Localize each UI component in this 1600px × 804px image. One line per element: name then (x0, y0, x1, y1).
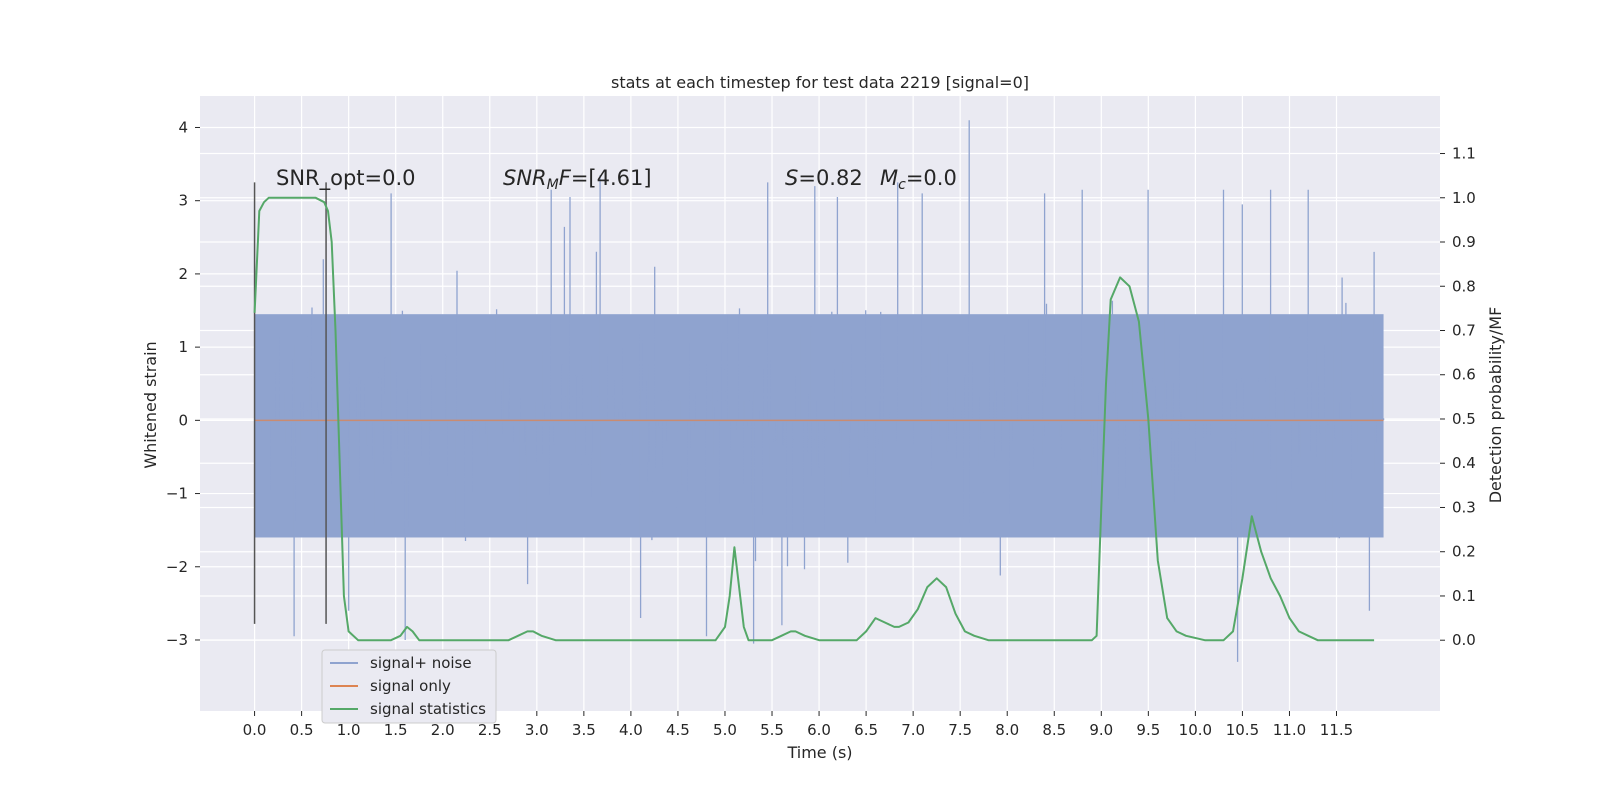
y-axis-label: Whitened strain (141, 341, 160, 468)
annotation-snr-opt: SNR_opt=0.0 (276, 166, 416, 191)
y-tick-label: 4 (178, 118, 188, 136)
x-tick-label: 6.0 (807, 721, 831, 739)
y-tick-label: 2 (178, 265, 188, 283)
signal-statistics-series (253, 196, 1375, 642)
y2-tick-label: 0.1 (1452, 587, 1476, 605)
y2-tick-label: 1.0 (1452, 189, 1476, 207)
annotation-mc: Mc=0.0 (880, 166, 957, 193)
x-tick-label: 8.0 (995, 721, 1019, 739)
y-tick-label: −3 (166, 631, 188, 649)
x-tick-label: 10.0 (1179, 721, 1212, 739)
x-axis-ticks: 0.0 0.5 1.0 1.5 2.0 2.5 3.0 3.5 4.0 4.5 5.0 5.5 6.0 6… (243, 711, 1353, 739)
annotation-mc-value: =0.0 (906, 166, 957, 190)
annotation-snr-mf-sub: M (547, 177, 559, 193)
y-tick-label: 3 (178, 192, 188, 210)
x-tick-label: 4.5 (666, 721, 690, 739)
y2-axis-ticks: 1.1 1.0 0.9 0.8 0.7 0.6 0.5 0.4 0.3 0.2 0.1 0.0 (1440, 145, 1476, 649)
y2-tick-label: 0.3 (1452, 498, 1476, 516)
annotation-s-var: S (785, 166, 798, 190)
annotation-s-value: =0.82 (798, 166, 862, 190)
x-tick-label: 9.0 (1089, 721, 1113, 739)
annotation-snr-mf: SNRMF=[4.61] (503, 166, 652, 193)
annotation-snr-mf-value: =[4.61] (571, 166, 652, 190)
y2-tick-label: 0.0 (1452, 631, 1476, 649)
y2-tick-label: 0.7 (1452, 321, 1476, 339)
x-tick-label: 5.5 (760, 721, 784, 739)
y2-tick-label: 1.1 (1452, 145, 1476, 163)
x-tick-label: 11.0 (1273, 721, 1306, 739)
y-tick-label: 1 (178, 338, 188, 356)
x-tick-label: 1.0 (337, 721, 361, 739)
legend: signal+ noise signal only signal statist… (321, 649, 497, 724)
y2-tick-label: 0.6 (1452, 366, 1476, 384)
signal-noise-series (254, 120, 1385, 662)
x-tick-label: 2.5 (478, 721, 502, 739)
x-tick-label: 2.0 (431, 721, 455, 739)
x-tick-label: 1.5 (384, 721, 408, 739)
x-tick-label: 7.0 (901, 721, 925, 739)
y2-tick-label: 0.2 (1452, 543, 1476, 561)
x-tick-label: 9.5 (1136, 721, 1160, 739)
y-tick-label: −2 (166, 558, 188, 576)
annotation-mc-base: M (880, 166, 898, 190)
x-tick-label: 4.0 (619, 721, 643, 739)
legend-label-signal-only: signal only (370, 677, 451, 695)
annotation-s: S=0.82 (785, 166, 863, 190)
legend-label-signal-noise: signal+ noise (370, 654, 472, 672)
y2-tick-label: 0.8 (1452, 277, 1476, 295)
x-tick-label: 10.5 (1226, 721, 1259, 739)
legend-box (321, 649, 497, 724)
y2-tick-label: 0.4 (1452, 454, 1476, 472)
y2-tick-label: 0.9 (1452, 233, 1476, 251)
annotation-mc-sub: c (898, 177, 906, 193)
y-axis-ticks: 4 3 2 1 0 −1 −2 −3 (166, 118, 200, 649)
x-tick-label: 3.0 (525, 721, 549, 739)
y2-tick-label: 0.5 (1452, 410, 1476, 428)
x-tick-label: 0.5 (290, 721, 314, 739)
x-tick-label: 0.0 (243, 721, 267, 739)
x-tick-label: 11.5 (1320, 721, 1353, 739)
x-tick-label: 3.5 (572, 721, 596, 739)
x-tick-label: 5.0 (713, 721, 737, 739)
x-tick-label: 7.5 (948, 721, 972, 739)
y-tick-label: −1 (166, 485, 188, 503)
x-axis-label: Time (s) (786, 743, 852, 762)
legend-label-signal-statistics: signal statistics (370, 700, 486, 718)
marker-lines (253, 182, 327, 624)
x-tick-label: 6.5 (854, 721, 878, 739)
annotation-snr-mf-f: F (559, 166, 572, 190)
signal-statistics-line (253, 196, 1375, 642)
x-tick-label: 8.5 (1042, 721, 1066, 739)
chart-title: stats at each timestep for test data 221… (611, 73, 1029, 92)
annotation-snr-mf-base: SNR (503, 166, 547, 190)
y-tick-label: 0 (178, 411, 188, 429)
y2-axis-label: Detection probability/MF (1486, 307, 1505, 504)
